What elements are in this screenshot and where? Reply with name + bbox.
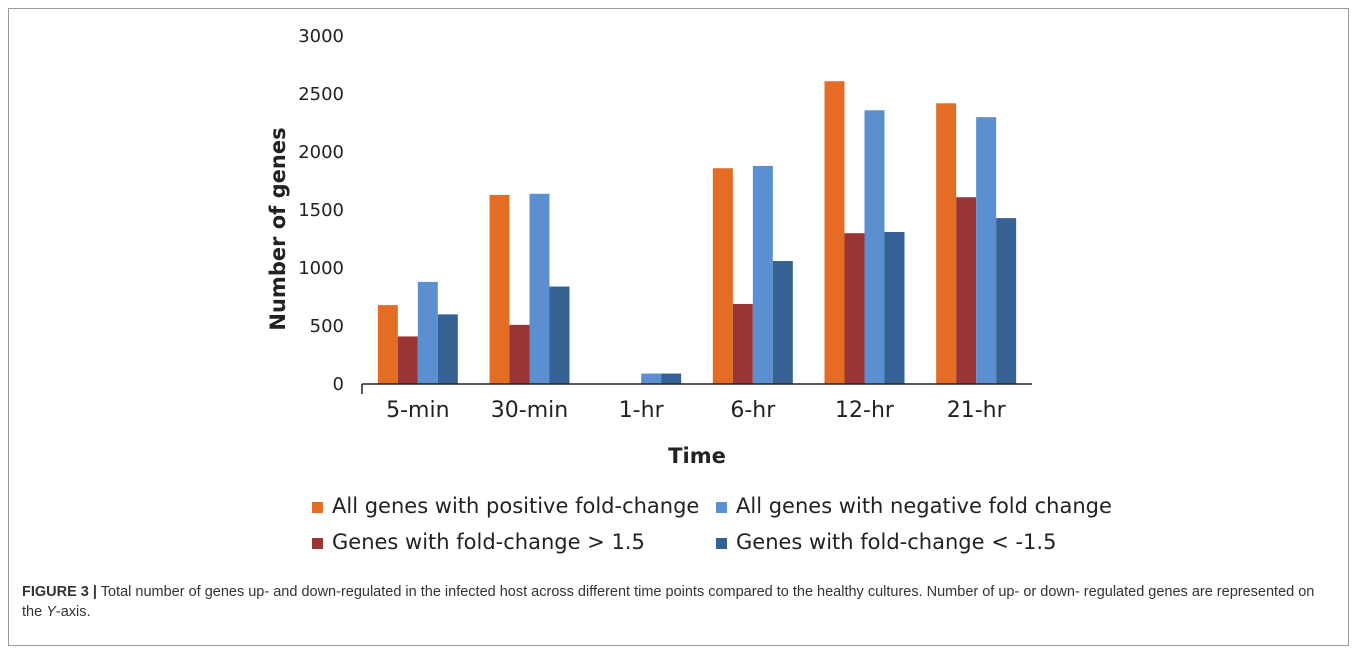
bar: [752, 165, 773, 384]
x-axis-categories: 5-min 30-min 1-hr 6-hr 12-hr 21-hr: [386, 398, 1006, 423]
legend-label: Genes with fold-change > 1.5: [332, 530, 645, 554]
bar-chart: 0 500 1000 1500 2000 2500 3000 5-min 30-min 1-hr…: [266, 26, 1112, 554]
figure-caption: FIGURE 3 | Total number of genes up- and…: [22, 582, 1332, 622]
legend: All genes with positive fold-change All g…: [312, 494, 1112, 554]
bar: [976, 117, 997, 384]
bar: [956, 197, 977, 384]
bar: [509, 324, 530, 384]
legend-swatch: [312, 538, 323, 549]
bar: [936, 103, 957, 384]
caption-text: Total number of genes up- and down-regul…: [22, 584, 1315, 620]
y-axis-ticks: 0 500 1000 1500 2000 2500 3000: [298, 26, 344, 395]
y-axis-title: Number of genes: [266, 127, 290, 330]
y-tick-label: 1000: [298, 258, 344, 279]
bar: [732, 303, 753, 384]
legend-swatch: [716, 502, 727, 513]
x-tick-label: 12-hr: [835, 398, 895, 423]
y-tick-label: 3000: [298, 26, 344, 47]
x-tick-label: 1-hr: [619, 398, 665, 423]
bar: [489, 194, 510, 384]
bar: [377, 305, 398, 384]
bar-series: [377, 81, 1017, 385]
x-tick-label: 5-min: [386, 398, 449, 423]
bar: [397, 336, 418, 384]
legend-label: All genes with positive fold-change: [332, 494, 699, 518]
figure-frame: [8, 8, 1349, 646]
x-axis-title: Time: [668, 444, 726, 468]
bar: [884, 232, 905, 384]
legend-swatch: [312, 502, 323, 513]
x-tick-label: 21-hr: [947, 398, 1007, 423]
caption-text-end: -axis.: [55, 604, 91, 620]
y-tick-label: 500: [310, 316, 344, 337]
x-tick-label: 30-min: [491, 398, 568, 423]
caption-label: FIGURE 3 |: [22, 584, 97, 600]
bar: [844, 233, 865, 384]
bar: [549, 286, 570, 384]
bar: [772, 261, 793, 384]
legend-label: Genes with fold-change < -1.5: [736, 530, 1056, 554]
bar: [864, 110, 885, 385]
y-tick-label: 2500: [298, 84, 344, 105]
y-tick-label: 2000: [298, 142, 344, 163]
bar: [996, 218, 1017, 384]
legend-label: All genes with negative fold change: [736, 494, 1112, 518]
x-tick-label: 6-hr: [730, 398, 776, 423]
bar: [641, 373, 662, 384]
caption-axis-name: Y: [46, 604, 56, 620]
bar: [529, 193, 550, 384]
y-tick-label: 1500: [298, 200, 344, 221]
bar: [437, 314, 458, 384]
y-tick-label: 0: [333, 374, 344, 395]
bar: [661, 373, 682, 384]
bar: [417, 281, 438, 384]
bar: [824, 81, 845, 385]
bar: [712, 168, 733, 384]
legend-swatch: [716, 538, 727, 549]
